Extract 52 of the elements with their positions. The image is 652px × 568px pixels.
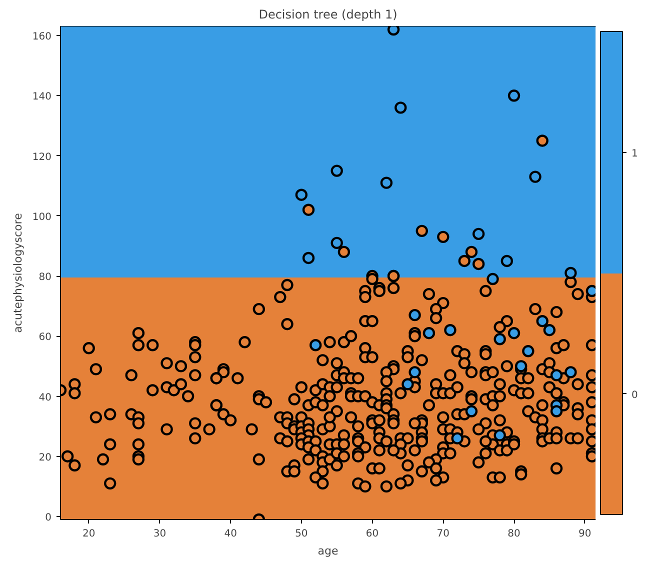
point (508, 90, 520, 102)
chart-title: Decision tree (depth 1) (258, 8, 398, 22)
legend-label: 0 (632, 390, 638, 401)
y-tick-label: 100 (32, 212, 52, 223)
y-tick-label: 80 (38, 272, 52, 284)
x-tick-label: 50 (295, 528, 308, 540)
point (564, 266, 577, 280)
y-tick-label: 0 (45, 512, 52, 524)
point (408, 308, 421, 322)
point (330, 236, 343, 250)
point (402, 378, 414, 390)
point (472, 228, 485, 240)
y-tick-label: 60 (38, 332, 52, 344)
point (422, 327, 436, 340)
point (310, 339, 322, 352)
point (380, 176, 393, 189)
x-axis-title: age (318, 544, 338, 558)
point (543, 324, 556, 336)
x-tick-label: 40 (224, 528, 237, 540)
point (295, 188, 308, 201)
x-tick-label: 30 (153, 528, 166, 540)
point (465, 405, 478, 418)
point (330, 164, 343, 177)
x-tick-label: 60 (366, 528, 379, 540)
point (564, 366, 577, 378)
y-tick-label: 40 (38, 392, 52, 404)
y-tick-label: 20 (38, 452, 52, 464)
x-tick-label: 80 (508, 528, 520, 540)
point (451, 432, 464, 444)
point (550, 405, 563, 418)
point (394, 102, 407, 114)
point (500, 254, 514, 268)
point (444, 324, 456, 336)
point (494, 429, 506, 442)
x-tick-label: 20 (82, 528, 96, 540)
point (508, 327, 520, 340)
y-tick-label: 160 (32, 32, 52, 43)
point (522, 345, 534, 358)
point (494, 333, 506, 346)
x-tick-label: 70 (436, 528, 450, 540)
point (302, 252, 315, 264)
point (408, 366, 421, 378)
point (550, 369, 563, 382)
y-axis-title: acutephysiologyscore (11, 212, 24, 333)
x-tick-label: 90 (578, 528, 592, 540)
point (514, 360, 528, 372)
y-tick-label: 140 (32, 92, 52, 103)
y-tick-label: 120 (32, 152, 52, 163)
point (529, 170, 542, 183)
point (486, 272, 499, 286)
point (536, 315, 548, 328)
legend-label: 1 (632, 148, 638, 160)
